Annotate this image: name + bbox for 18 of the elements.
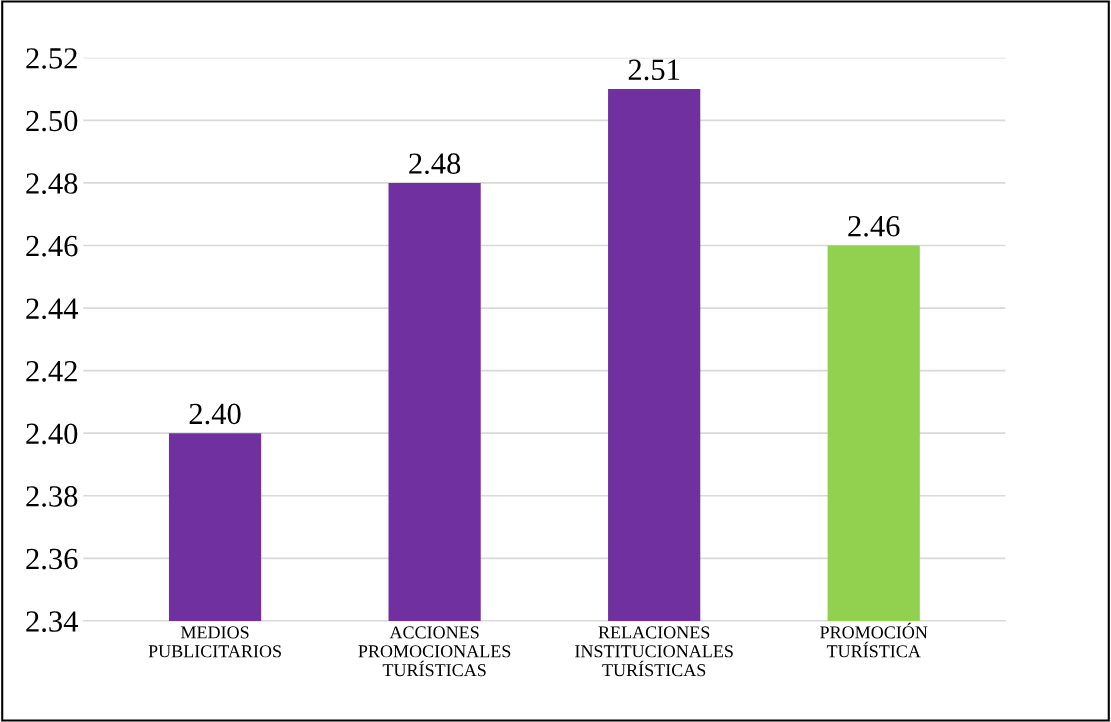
y-tick-label: 2.48 xyxy=(26,173,78,194)
data-label: 2.46 xyxy=(848,215,900,237)
y-tick-label: 2.46 xyxy=(26,235,78,257)
x-tick-label: MEDIOS PUBLICITARIOS xyxy=(148,626,281,658)
y-tick-label: 2.44 xyxy=(26,298,78,320)
x-tick-label: PROMOCIÓN TURÍSTICA xyxy=(820,622,928,658)
y-tick-label: 2.40 xyxy=(26,423,78,445)
x-tick-label: ACCIONES PROMOCIONALES TURÍSTICAS xyxy=(358,626,511,677)
y-tick-label: 2.38 xyxy=(26,486,78,507)
y-tick-label: 2.52 xyxy=(26,48,77,69)
y-tick-label: 2.50 xyxy=(26,110,78,132)
y-tick-label: 2.42 xyxy=(26,360,77,382)
data-label: 2.40 xyxy=(189,403,241,425)
data-label: 2.51 xyxy=(628,59,680,81)
x-tick-label: RELACIONES INSTITUCIONALES TURÍSTICAS xyxy=(575,626,733,677)
y-tick-label: 2.34 xyxy=(26,611,78,632)
data-label: 2.48 xyxy=(409,153,461,175)
y-tick-label: 2.36 xyxy=(26,548,78,570)
